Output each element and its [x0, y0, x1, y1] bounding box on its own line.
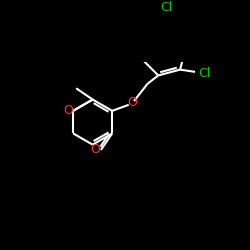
Text: O: O [91, 144, 101, 156]
Text: O: O [63, 104, 73, 117]
Text: Cl: Cl [198, 67, 210, 80]
Text: Cl: Cl [160, 1, 172, 14]
Text: O: O [128, 96, 138, 109]
